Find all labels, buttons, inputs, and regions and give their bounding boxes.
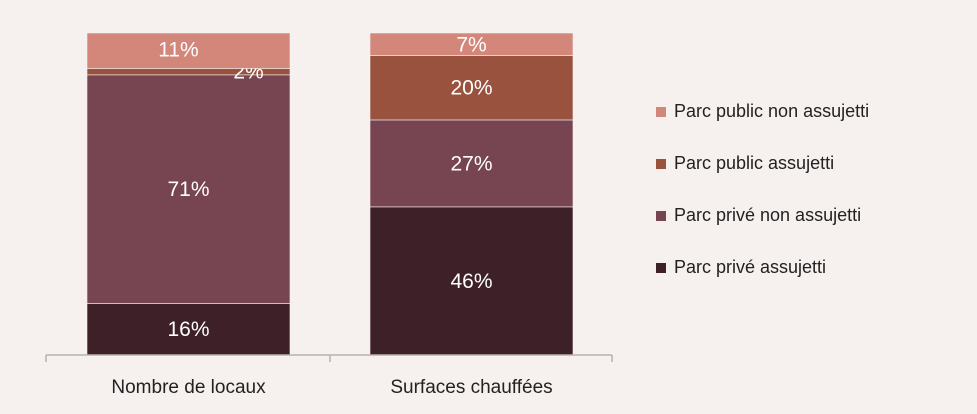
data-label: 16% [167, 318, 209, 341]
legend: Parc public non assujetti Parc public ass… [656, 101, 869, 277]
legend-swatch [656, 107, 666, 117]
legend-label: Parc public assujetti [674, 153, 834, 173]
bar-segment [86, 74, 291, 304]
legend-label: Parc privé non assujetti [674, 205, 861, 225]
bar-segment [86, 303, 291, 356]
legend-swatch [656, 211, 666, 221]
bar-segment [369, 32, 574, 56]
legend-swatch [656, 263, 666, 273]
data-label: 46% [450, 270, 492, 293]
bar-segment [369, 206, 574, 356]
bar-segment [86, 32, 291, 69]
data-label: 27% [450, 152, 492, 175]
data-label: 20% [450, 77, 492, 100]
data-label: 7% [456, 33, 486, 56]
legend-label: Parc public non assujetti [674, 101, 869, 121]
x-tick-labels: Nombre de locaux Surfaces chauffées [111, 377, 552, 398]
x-tick-label: Nombre de locaux [111, 377, 266, 398]
x-tick-label: Surfaces chauffées [390, 377, 552, 398]
legend-label: Parc privé assujetti [674, 257, 826, 277]
legend-swatch [656, 159, 666, 169]
bars-group: 16%71%2%11%46%27%20%7% [86, 32, 574, 356]
data-label: 71% [167, 178, 209, 201]
data-label: 11% [158, 39, 198, 62]
